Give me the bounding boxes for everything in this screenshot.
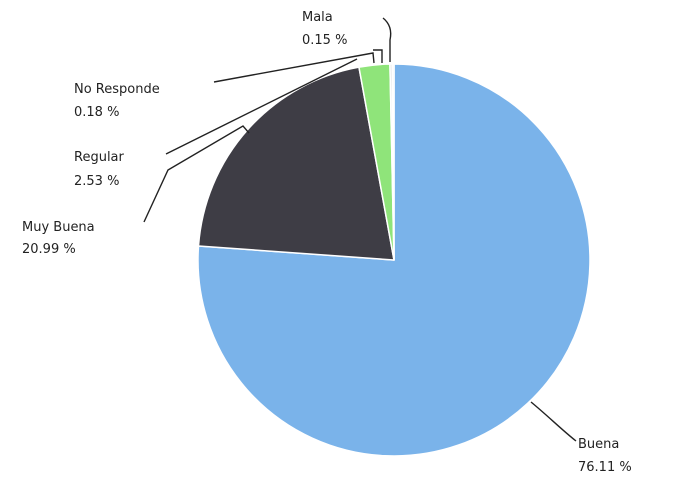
slice-labels: Mala 0.15 % No Responde 0.18 % Regular 2…: [22, 10, 632, 475]
slice-value-mala: 0.15 %: [302, 33, 347, 48]
leader-line-no-responde: [213, 52, 375, 83]
slice-label-mala: Mala: [302, 10, 333, 25]
leader-line-regular: [165, 58, 358, 155]
pie-slice-buena: [197, 63, 591, 457]
leader-bracket-mala: [382, 17, 392, 62]
pie-slices: [197, 63, 591, 457]
leader-line-mala: [373, 49, 383, 63]
slice-label-no-responde: No Responde: [74, 82, 160, 97]
slice-label-muy-buena: Muy Buena: [22, 220, 95, 235]
slice-value-no-responde: 0.18 %: [74, 105, 119, 120]
slice-label-regular: Regular: [74, 150, 125, 165]
leader-line-buena: [530, 401, 577, 442]
pie-slice-mala: [391, 63, 395, 261]
slice-value-buena: 76.11 %: [578, 460, 632, 475]
leader-lines: [143, 17, 577, 442]
slice-value-muy-buena: 20.99 %: [22, 242, 76, 257]
slice-value-regular: 2.53 %: [74, 174, 119, 189]
slice-label-buena: Buena: [578, 437, 619, 452]
leader-line-muy-buena: [143, 125, 250, 223]
pie-slice-muy-buena: [197, 66, 395, 261]
